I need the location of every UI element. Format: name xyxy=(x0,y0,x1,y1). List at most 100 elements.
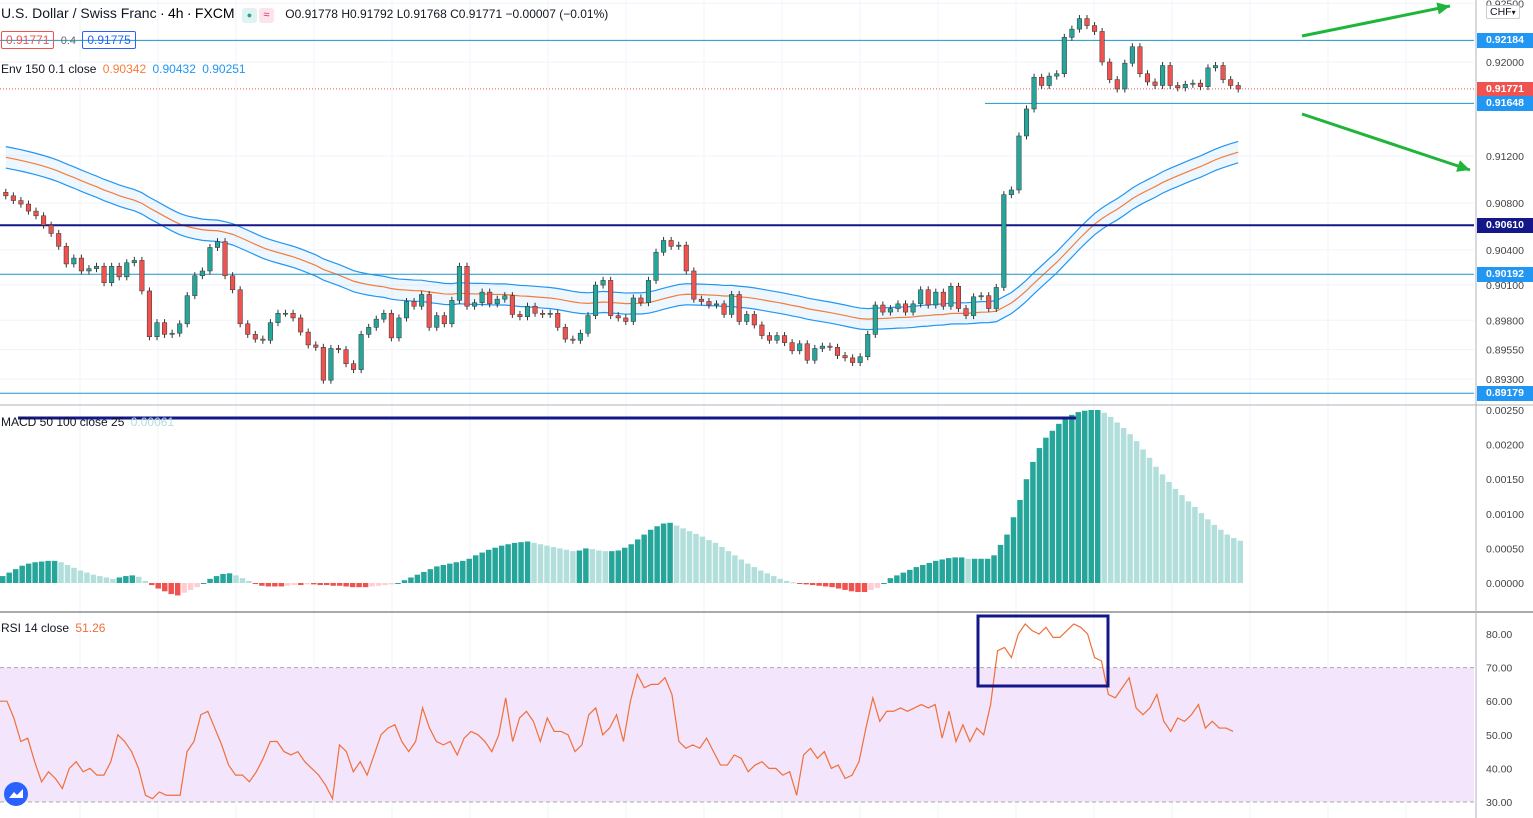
sell-button[interactable]: 0.91771 xyxy=(1,31,55,49)
candle-body xyxy=(93,266,100,269)
candle-body xyxy=(124,262,130,278)
macd-bar xyxy=(751,567,758,583)
macd-bar xyxy=(609,551,615,583)
envelope-legend[interactable]: Env 150 0.1 close 0.90342 0.90432 0.9025… xyxy=(1,62,246,76)
candle-body xyxy=(366,327,372,335)
macd-bar xyxy=(1179,495,1185,583)
candle-body xyxy=(320,347,326,381)
buy-button[interactable]: 0.91775 xyxy=(82,31,136,49)
macd-bar xyxy=(1030,461,1036,583)
interval-label[interactable]: 4h xyxy=(167,5,184,21)
candle-body xyxy=(328,348,334,381)
macd-bar xyxy=(207,578,213,583)
candle-body xyxy=(33,210,39,217)
macd-bar xyxy=(129,575,136,583)
candle-body xyxy=(1069,28,1075,38)
candle-body xyxy=(56,233,62,247)
candle-body xyxy=(1023,108,1030,137)
macd-bar xyxy=(1218,529,1224,583)
candle-body xyxy=(661,240,667,253)
macd-bar xyxy=(1185,501,1192,583)
price-axis: 0.925000.920000.912000.908000.904000.901… xyxy=(1486,0,1524,809)
macd-bar xyxy=(1036,448,1043,583)
candle-body xyxy=(1008,189,1014,195)
macd-bar xyxy=(265,583,272,587)
candle-body xyxy=(131,260,137,264)
rsi-legend[interactable]: RSI 14 close 51.26 xyxy=(1,621,105,635)
candle-body xyxy=(146,290,152,337)
macd-legend[interactable]: MACD 50 100 close 25 0.00061 xyxy=(1,415,174,429)
macd-bar xyxy=(323,583,330,586)
candle-body xyxy=(434,315,440,328)
macd-bar xyxy=(1056,423,1062,583)
macd-bar xyxy=(796,583,803,584)
currency-selector[interactable]: CHF▾ xyxy=(1486,5,1520,19)
envelope-indicator xyxy=(5,140,1239,331)
rsi-highlight-box xyxy=(976,614,1110,688)
candle-body xyxy=(623,317,629,322)
candle-body xyxy=(275,313,281,323)
separator: · xyxy=(186,5,192,21)
macd-bar xyxy=(920,565,926,583)
macd-bar xyxy=(1101,412,1107,583)
macd-bar xyxy=(19,565,25,583)
candle-body xyxy=(116,266,122,278)
macd-bar xyxy=(881,583,887,584)
macd-bar xyxy=(259,583,265,586)
macd-bar xyxy=(686,531,693,583)
candle-body xyxy=(10,195,16,201)
envelope-label: Env 150 0.1 close xyxy=(1,62,97,76)
candle-body xyxy=(585,315,591,334)
macd-bar xyxy=(1062,418,1069,583)
envelope-basis-line xyxy=(5,151,1239,320)
macd-bar xyxy=(835,583,842,589)
candle-body xyxy=(419,294,425,307)
candle-body xyxy=(1137,46,1143,74)
macd-bar xyxy=(771,576,777,583)
macd-bar xyxy=(699,536,706,583)
market-status-icon[interactable]: ● ≈ xyxy=(241,7,274,23)
macd-bar xyxy=(615,550,621,583)
candle-body xyxy=(25,203,31,212)
candle-body xyxy=(1190,82,1196,85)
candle-body xyxy=(71,257,77,265)
macd-bar xyxy=(667,522,673,583)
candle-body xyxy=(343,349,349,364)
macd-bar xyxy=(472,555,479,583)
macd-bar xyxy=(758,570,764,583)
candle-body xyxy=(895,303,901,309)
symbol-name[interactable]: U.S. Dollar / Swiss Franc xyxy=(1,5,157,21)
candle-body xyxy=(1213,65,1219,69)
candle-body xyxy=(351,363,357,370)
candle-body xyxy=(381,313,387,320)
candle-body xyxy=(668,240,674,247)
candle-body xyxy=(517,314,523,318)
macd-bar xyxy=(842,583,848,590)
candle-body xyxy=(1167,65,1173,86)
candle-body xyxy=(1016,135,1022,191)
macd-bar xyxy=(64,565,71,583)
candle-body xyxy=(865,334,871,357)
macd-bar xyxy=(971,558,978,583)
rsi-line xyxy=(0,622,1234,801)
candle-body xyxy=(857,356,863,363)
candle-body xyxy=(676,244,682,247)
macd-bar xyxy=(278,583,285,587)
candle-body xyxy=(78,257,84,272)
macd-bar xyxy=(1153,466,1159,583)
macd-bar xyxy=(693,533,699,583)
macd-bar xyxy=(1120,427,1127,583)
macd-bar xyxy=(524,541,531,583)
candle-body xyxy=(1039,77,1045,86)
macd-bar xyxy=(382,583,388,586)
macd-bar xyxy=(829,583,835,588)
candle-body xyxy=(63,246,69,265)
macd-bar xyxy=(1166,481,1172,583)
candle-body xyxy=(804,343,810,361)
macd-bar xyxy=(647,529,654,583)
macd-bar xyxy=(330,583,336,586)
tradingview-logo-icon[interactable] xyxy=(4,782,28,806)
candle-body xyxy=(1175,85,1181,89)
macd-bar xyxy=(550,547,557,583)
